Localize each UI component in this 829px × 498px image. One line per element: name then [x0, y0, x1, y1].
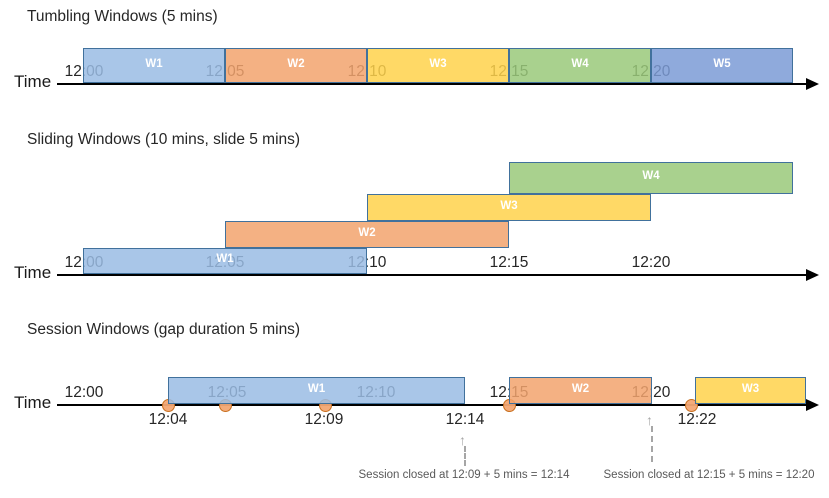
section-title: Sliding Windows (10 mins, slide 5 mins): [27, 131, 301, 148]
window-box-w4: [509, 162, 793, 194]
window-box-w3: [367, 194, 651, 221]
window-label: W4: [642, 170, 660, 182]
window-box-w2: [225, 48, 367, 83]
event-dot: [684, 398, 698, 412]
window-box-w3: [367, 48, 509, 83]
window-box-w4: [509, 48, 651, 83]
event-time-label: 12:04: [148, 411, 188, 428]
timeline-arrowhead-icon: [806, 399, 819, 411]
session-close-arrow-stem: [651, 426, 653, 462]
window-label: W1: [145, 57, 163, 70]
section-title: Session Windows (gap duration 5 mins): [27, 321, 301, 338]
window-label: W1: [216, 253, 234, 265]
timeline: [57, 404, 807, 406]
timeline: [57, 274, 807, 276]
tick-label: 12:15: [489, 254, 529, 271]
window-box-w1: [83, 48, 225, 83]
event-time-label: 12:09: [304, 411, 344, 428]
timeline: [57, 83, 807, 85]
time-axis-label: Time: [14, 263, 52, 282]
window-label: W5: [713, 57, 731, 70]
session-close-up-arrow-icon: ↑: [459, 432, 466, 448]
window-box-w1: [168, 377, 465, 404]
window-label: W2: [571, 382, 590, 395]
timeline-arrowhead-icon: [806, 78, 819, 90]
window-label: W3: [429, 57, 447, 70]
window-label: W2: [358, 226, 376, 239]
tick-label: 12:20: [631, 254, 671, 271]
event-time-label: 12:22: [677, 411, 717, 428]
window-label: W2: [287, 57, 305, 70]
session-close-annotation: Session closed at 12:15 + 5 mins = 12:20: [603, 469, 815, 481]
window-box-w2: [225, 221, 509, 248]
event-time-label: 12:14: [445, 411, 485, 428]
window-label: W1: [307, 382, 326, 395]
window-box-w3: [695, 377, 806, 404]
time-axis-label: Time: [14, 393, 52, 412]
session-close-arrow-stem: [464, 446, 466, 466]
window-box-w5: [651, 48, 793, 83]
time-axis-label: Time: [14, 72, 52, 91]
session-close-annotation: Session closed at 12:09 + 5 mins = 12:14: [358, 469, 570, 481]
section-title: Tumbling Windows (5 mins): [27, 8, 218, 25]
window-box-w2: [509, 377, 652, 404]
window-box-w1: [83, 248, 367, 274]
window-label: W3: [741, 382, 760, 395]
window-label: W4: [571, 57, 589, 70]
session-close-up-arrow-icon: ↑: [646, 412, 653, 428]
tick-label: 12:00: [64, 384, 104, 401]
timeline-arrowhead-icon: [806, 269, 819, 281]
window-label: W3: [500, 199, 518, 212]
